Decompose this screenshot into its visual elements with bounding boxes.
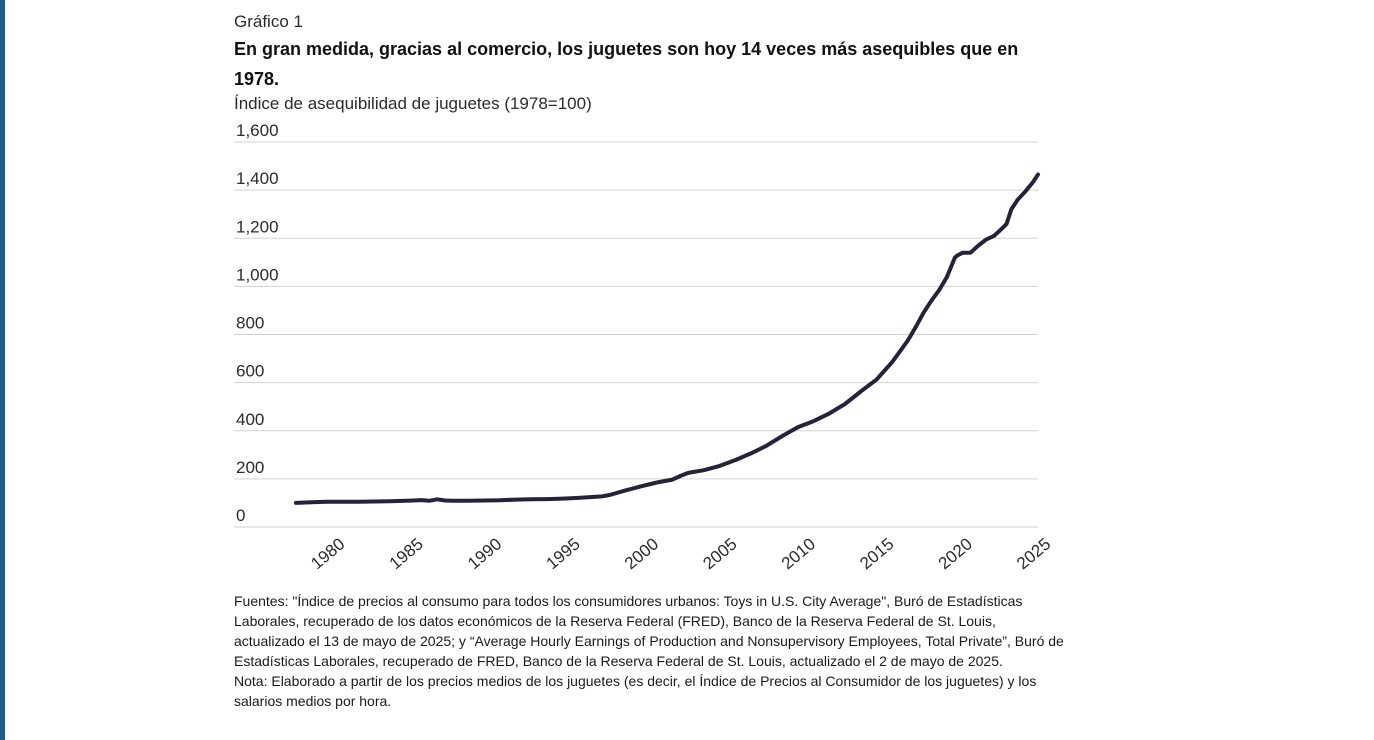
y-axis-ticks: 0 200 400 600 800 1,000 1,200 1,400 1,600 [236, 121, 279, 525]
data-point [427, 499, 431, 503]
chart-title: En gran medida, gracias al comercio, los… [234, 39, 1019, 89]
data-point [796, 425, 800, 429]
data-point [1005, 222, 1009, 226]
x-tick-label: 1990 [464, 534, 505, 573]
data-point [749, 451, 753, 455]
data-point [859, 389, 863, 394]
data-point [678, 474, 682, 478]
data-point [953, 255, 957, 260]
data-point [921, 311, 926, 315]
y-tick-label: 200 [236, 458, 264, 477]
x-tick-label: 2025 [1013, 534, 1054, 573]
data-point [670, 477, 675, 482]
data-point [686, 471, 690, 475]
data-point [812, 419, 816, 423]
y-tick-label: 800 [236, 314, 264, 333]
y-tick-label: 0 [236, 506, 245, 525]
x-tick-label: 1980 [307, 534, 348, 573]
y-tick-label: 1,000 [236, 265, 279, 284]
x-tick-label: 2000 [621, 534, 662, 573]
data-point [388, 499, 392, 503]
data-point [1009, 207, 1013, 211]
data-point [765, 444, 769, 448]
x-tick-label: 2010 [778, 534, 819, 573]
data-point [945, 275, 949, 279]
y-tick-label: 1,600 [236, 121, 279, 140]
data-point [639, 484, 643, 488]
series-layer [294, 172, 1040, 505]
data-point [655, 480, 659, 485]
data-point [874, 378, 879, 382]
data-point [1031, 180, 1035, 184]
chart-subtitle: Índice de asequibilidad de juguetes (197… [234, 94, 592, 113]
data-point [937, 288, 941, 292]
data-point [419, 498, 424, 502]
data-point [357, 500, 361, 504]
data-point [890, 360, 894, 364]
data-point [412, 498, 416, 503]
data-point [600, 494, 604, 499]
data-point [372, 499, 377, 504]
data-point [929, 299, 933, 303]
data-point [914, 325, 918, 329]
data-point [529, 497, 533, 501]
data-point [827, 411, 831, 416]
data-point [1036, 172, 1040, 177]
data-point [443, 498, 447, 503]
x-tick-label: 2020 [935, 534, 976, 573]
data-point [498, 498, 502, 502]
method-note: Nota: Elaborado a partir de los precios … [234, 673, 1037, 709]
data-point [341, 500, 345, 504]
sources-note: Fuentes: "Índice de precios al consumo p… [234, 593, 1064, 669]
data-point [906, 338, 910, 343]
data-point [451, 499, 455, 503]
y-tick-label: 1,200 [236, 217, 279, 236]
data-point [843, 402, 847, 406]
data-point [435, 497, 439, 501]
data-point [992, 234, 996, 238]
chart-number-label: Gráfico 1 [234, 12, 303, 31]
x-tick-label: 1985 [386, 534, 427, 573]
data-point [404, 499, 408, 503]
data-point [702, 468, 706, 472]
data-point [482, 498, 486, 503]
data-point [984, 237, 988, 242]
data-point [1016, 198, 1020, 202]
data-point [608, 493, 612, 497]
y-tick-label: 400 [236, 410, 264, 429]
grid-lines [234, 141, 1038, 528]
x-tick-label: 1995 [543, 534, 584, 573]
data-point [1023, 189, 1028, 193]
data-point [545, 497, 549, 501]
series-line-0 [294, 172, 1040, 505]
data-point [1000, 227, 1004, 231]
data-point [968, 251, 973, 255]
data-point [294, 501, 298, 505]
x-axis-ticks: 1980 1985 1990 1995 2000 2005 2010 2015 2020 2025 [307, 534, 1054, 573]
left-accent-bar [0, 0, 5, 740]
y-tick-label: 600 [236, 362, 264, 381]
data-point [576, 496, 580, 500]
data-point [310, 500, 314, 504]
data-point [592, 495, 596, 499]
x-tick-label: 2005 [699, 534, 740, 573]
data-point [623, 488, 628, 493]
y-tick-label: 1,400 [236, 169, 279, 188]
data-point [961, 251, 965, 255]
data-point [514, 497, 518, 502]
data-point [733, 458, 737, 462]
data-point [466, 499, 471, 503]
data-point [976, 243, 980, 248]
data-point [956, 253, 960, 257]
x-tick-label: 2015 [856, 534, 897, 573]
footnotes: Fuentes: "Índice de precios al consumo p… [234, 591, 1064, 711]
data-point [325, 500, 329, 504]
data-point [780, 434, 784, 438]
data-point [898, 349, 902, 353]
data-point [561, 497, 565, 501]
data-point [717, 464, 722, 468]
